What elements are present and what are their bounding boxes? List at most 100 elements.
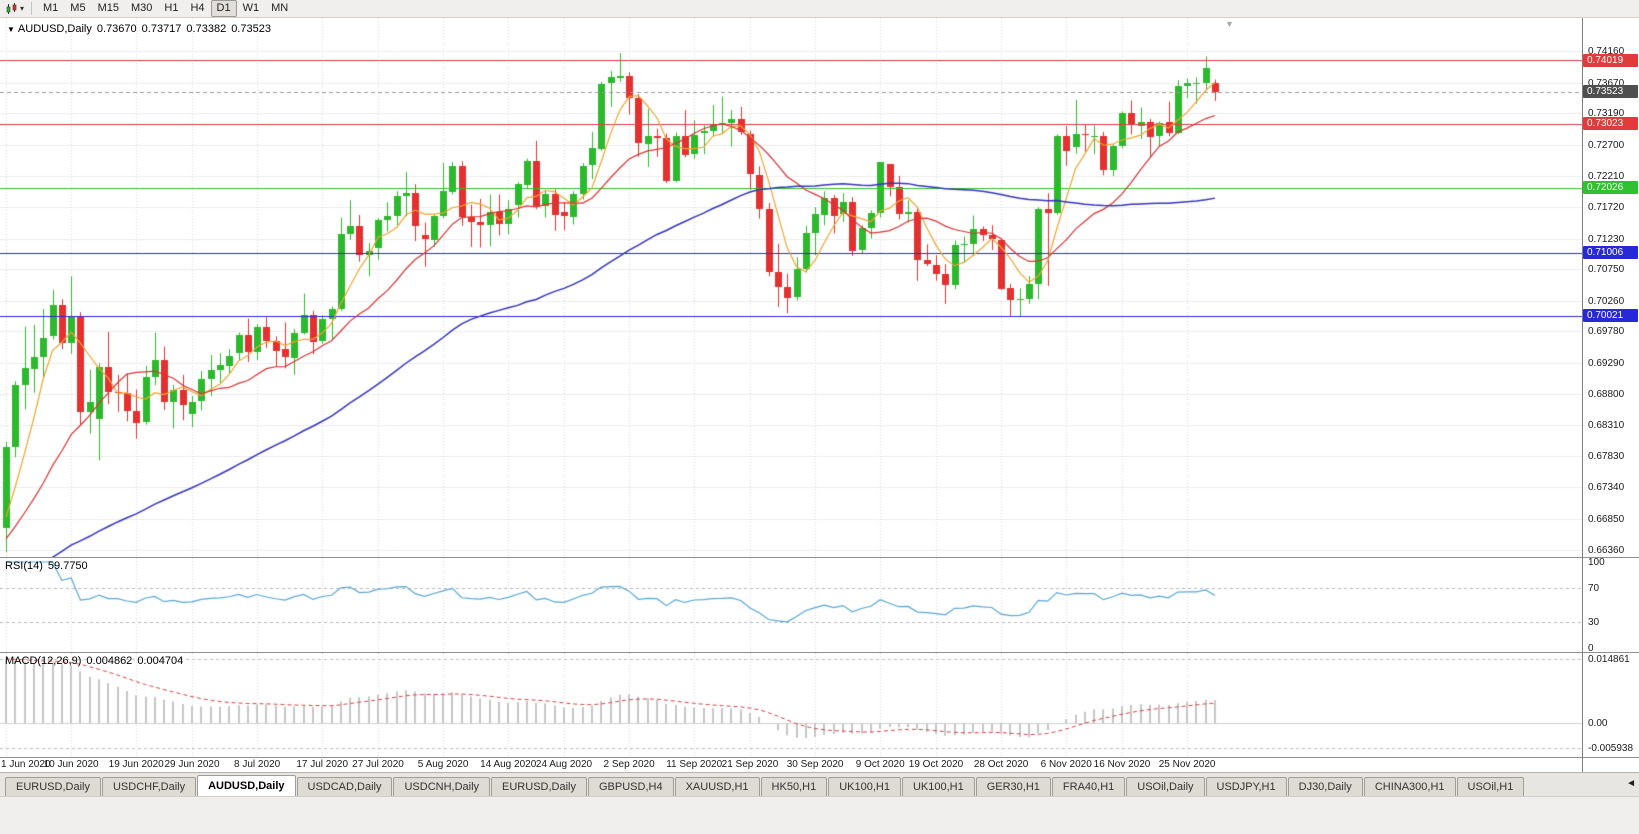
timeframe-h1[interactable]: H1 (164, 2, 179, 14)
price-tag: 0.70021 (1583, 309, 1638, 323)
chart-legend: ▼ AUDUSD,Daily 0.73670 0.73717 0.73382 0.7352… (7, 23, 276, 35)
price-axis-label: 0.72700 (1588, 139, 1625, 151)
tab-china300-h1[interactable]: CHINA300,H1 (1363, 777, 1456, 796)
rsi-axis-label: 30 (1588, 617, 1600, 629)
price-axis-label: 0.73190 (1588, 108, 1625, 120)
tab-gbpusd-h4[interactable]: GBPUSD,H4 (588, 777, 674, 796)
price-tag: 0.72026 (1583, 181, 1638, 195)
date-label: 28 Oct 2020 (973, 759, 1029, 770)
price-axis-label: 0.70260 (1588, 295, 1625, 307)
timeframe-buttons: M1 M5 M15 M30 H1 H4 D1 W1 MN (37, 0, 294, 17)
macd-axis-label: 0.014861 (1588, 654, 1630, 666)
price-axis-label: 0.68310 (1588, 420, 1625, 432)
timeframe-m1[interactable]: M1 (43, 2, 59, 14)
tab-usoil-h1[interactable]: USOil,H1 (1456, 777, 1525, 796)
price-axis-label: 0.71720 (1588, 202, 1625, 214)
tab-usdcad-daily[interactable]: USDCAD,Daily (296, 777, 393, 796)
tab-uk100-h1[interactable]: UK100,H1 (828, 777, 901, 796)
date-label: 19 Oct 2020 (908, 759, 964, 770)
date-label: 27 Jul 2020 (352, 759, 404, 770)
rsi-panel-canvas[interactable] (0, 558, 1582, 652)
macd-indicator-label: MACD(12,26,9) 0.004862 0.004704 (5, 655, 188, 667)
macd-value: 0.004862 (86, 655, 133, 667)
date-label: 5 Aug 2020 (417, 759, 469, 770)
rsi-indicator-label: RSI(14) 59.7750 (5, 560, 93, 572)
date-label: 17 Jul 2020 (296, 759, 349, 770)
tab-audusd-daily[interactable]: AUDUSD,Daily (197, 775, 296, 796)
price-axis-label: 0.67830 (1588, 450, 1625, 462)
tab-eurusd-daily[interactable]: EURUSD,Daily (5, 777, 101, 796)
price-axis-label: 0.66360 (1588, 544, 1625, 556)
date-label: 8 Jul 2020 (234, 759, 281, 770)
date-label: 14 Aug 2020 (480, 759, 537, 770)
timeframe-toolbar: ▾ M1 M5 M15 M30 H1 H4 D1 W1 MN (0, 0, 1639, 18)
tab-scroll-left-button[interactable]: ◄ (1626, 778, 1636, 789)
panel-resize-handle[interactable] (0, 652, 1639, 653)
tab-usdcnh-daily[interactable]: USDCNH,Daily (393, 777, 491, 796)
status-strip (0, 796, 1639, 834)
date-label: 25 Nov 2020 (1158, 759, 1216, 770)
macd-panel-canvas[interactable] (0, 653, 1582, 757)
macd-name: MACD(12,26,9) (5, 655, 82, 667)
timeframe-d1[interactable]: D1 (210, 0, 237, 17)
macd-axis-label: 0.00 (1588, 718, 1608, 730)
tab-xauusd-h1[interactable]: XAUUSD,H1 (674, 777, 760, 796)
tab-dj30-daily[interactable]: DJ30,Daily (1287, 777, 1363, 796)
tab-usdchf-daily[interactable]: USDCHF,Daily (101, 777, 197, 796)
toolbar-divider (31, 2, 33, 15)
tab-ger30-h1[interactable]: GER30,H1 (975, 777, 1051, 796)
tab-fra40-h1[interactable]: FRA40,H1 (1051, 777, 1126, 796)
date-label: 19 Jun 2020 (108, 759, 164, 770)
date-label: 21 Sep 2020 (721, 759, 779, 770)
macd-axis-label: -0.005938 (1588, 743, 1634, 755)
price-tag: 0.74019 (1583, 53, 1638, 67)
tab-hk50-h1[interactable]: HK50,H1 (760, 777, 828, 796)
price-tag: 0.71006 (1583, 246, 1638, 260)
price-chart-canvas[interactable] (0, 18, 1582, 557)
timeframe-m30[interactable]: M30 (130, 2, 153, 14)
price-tag: 0.73023 (1583, 117, 1638, 131)
date-label: 6 Nov 2020 (1040, 759, 1092, 770)
timeframe-h4[interactable]: H4 (190, 2, 205, 14)
price-axis-label: 0.70750 (1588, 264, 1625, 276)
time-axis-separator (0, 757, 1639, 758)
collapse-icon[interactable]: ▼ (7, 25, 15, 34)
tab-usoil-daily[interactable]: USOil,Daily (1126, 777, 1205, 796)
price-axis-label: 0.67340 (1588, 482, 1625, 494)
date-label: 24 Aug 2020 (535, 759, 593, 770)
tab-eurusd-daily[interactable]: EURUSD,Daily (491, 777, 587, 796)
price-tag: 0.73523 (1583, 85, 1638, 99)
time-axis[interactable]: 1 Jun 2020 10 Jun 2020 19 Jun 2020 29 Jun 2… (0, 758, 1582, 772)
price-axis-separator (1582, 18, 1583, 772)
date-label: 2 Sep 2020 (603, 759, 655, 770)
rsi-axis-label: 70 (1588, 582, 1600, 594)
price-axis-label: 0.66850 (1588, 513, 1625, 525)
date-label: 1 Jun 2020 (1, 759, 51, 770)
macd-signal-value: 0.004704 (137, 655, 184, 667)
panel-resize-handle[interactable] (0, 557, 1639, 558)
price-axis[interactable]: 0.74160 0.73670 0.73190 0.72700 0.72210 0.717… (1583, 18, 1639, 772)
timeframe-m15[interactable]: M15 (97, 2, 119, 14)
date-label: 11 Sep 2020 (666, 759, 723, 770)
chart-shift-marker[interactable]: ▼ (1225, 19, 1234, 29)
legend-open: 0.73670 (96, 23, 137, 35)
chevron-down-icon[interactable]: ▾ (20, 4, 25, 13)
price-axis-label: 0.74160 (1588, 46, 1625, 58)
price-axis-label: 0.71230 (1588, 233, 1625, 245)
rsi-name: RSI(14) (5, 560, 43, 572)
price-axis-label: 0.72210 (1588, 170, 1625, 182)
candlestick-chart-icon (6, 2, 17, 14)
price-axis-label: 0.69780 (1588, 326, 1625, 338)
timeframe-m5[interactable]: M5 (70, 2, 86, 14)
rsi-value: 59.7750 (47, 560, 88, 572)
timeframe-mn[interactable]: MN (271, 2, 289, 14)
legend-symbol: AUDUSD,Daily (17, 23, 92, 35)
tab-usdjpy-h1[interactable]: USDJPY,H1 (1205, 777, 1287, 796)
chart-type-button[interactable]: ▾ (3, 1, 26, 17)
tab-uk100-h1[interactable]: UK100,H1 (901, 777, 975, 796)
timeframe-w1[interactable]: W1 (242, 2, 260, 14)
date-label: 10 Jun 2020 (43, 759, 99, 770)
legend-high: 0.73717 (141, 23, 182, 35)
price-axis-label: 0.73670 (1588, 77, 1625, 89)
